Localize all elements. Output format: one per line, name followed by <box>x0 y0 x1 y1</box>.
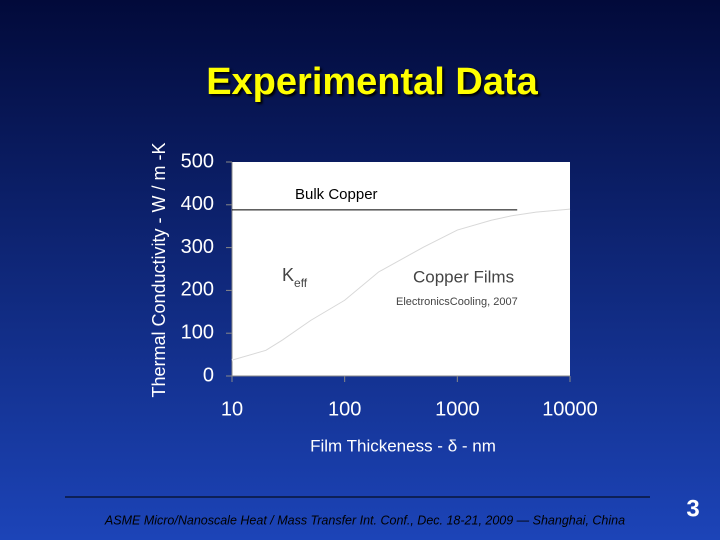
x-tick-label: 100 <box>328 398 361 420</box>
page-number: 3 <box>686 495 699 522</box>
plot-area <box>232 162 570 376</box>
films-label: Copper Films <box>413 267 514 286</box>
y-tick-label: 300 <box>181 236 214 258</box>
k-eff-sub: eff <box>294 276 308 290</box>
k-eff-main: K <box>282 265 294 285</box>
y-tick-label: 200 <box>181 279 214 301</box>
x-axis-label: Film Thickeness - δ - nm <box>310 436 496 455</box>
source-label: ElectronicsCooling, 2007 <box>396 296 518 308</box>
slide-title: Experimental Data <box>206 61 538 103</box>
y-tick-label: 0 <box>203 364 214 386</box>
y-axis-label: Thermal Conductivity - W / m -K <box>149 142 169 397</box>
data-line-shadow <box>231 208 571 361</box>
x-tick-label: 10000 <box>542 398 598 420</box>
reference-label: Bulk Copper <box>295 186 378 203</box>
x-tick-label: 1000 <box>435 398 480 420</box>
y-tick-label: 100 <box>181 321 214 343</box>
y-tick-label: 400 <box>181 193 214 215</box>
y-tick-label: 500 <box>181 150 214 172</box>
k-eff-label: Keff <box>282 265 308 290</box>
x-tick-label: 10 <box>221 398 243 420</box>
footer-text: ASME Micro/Nanoscale Heat / Mass Transfe… <box>104 513 625 527</box>
